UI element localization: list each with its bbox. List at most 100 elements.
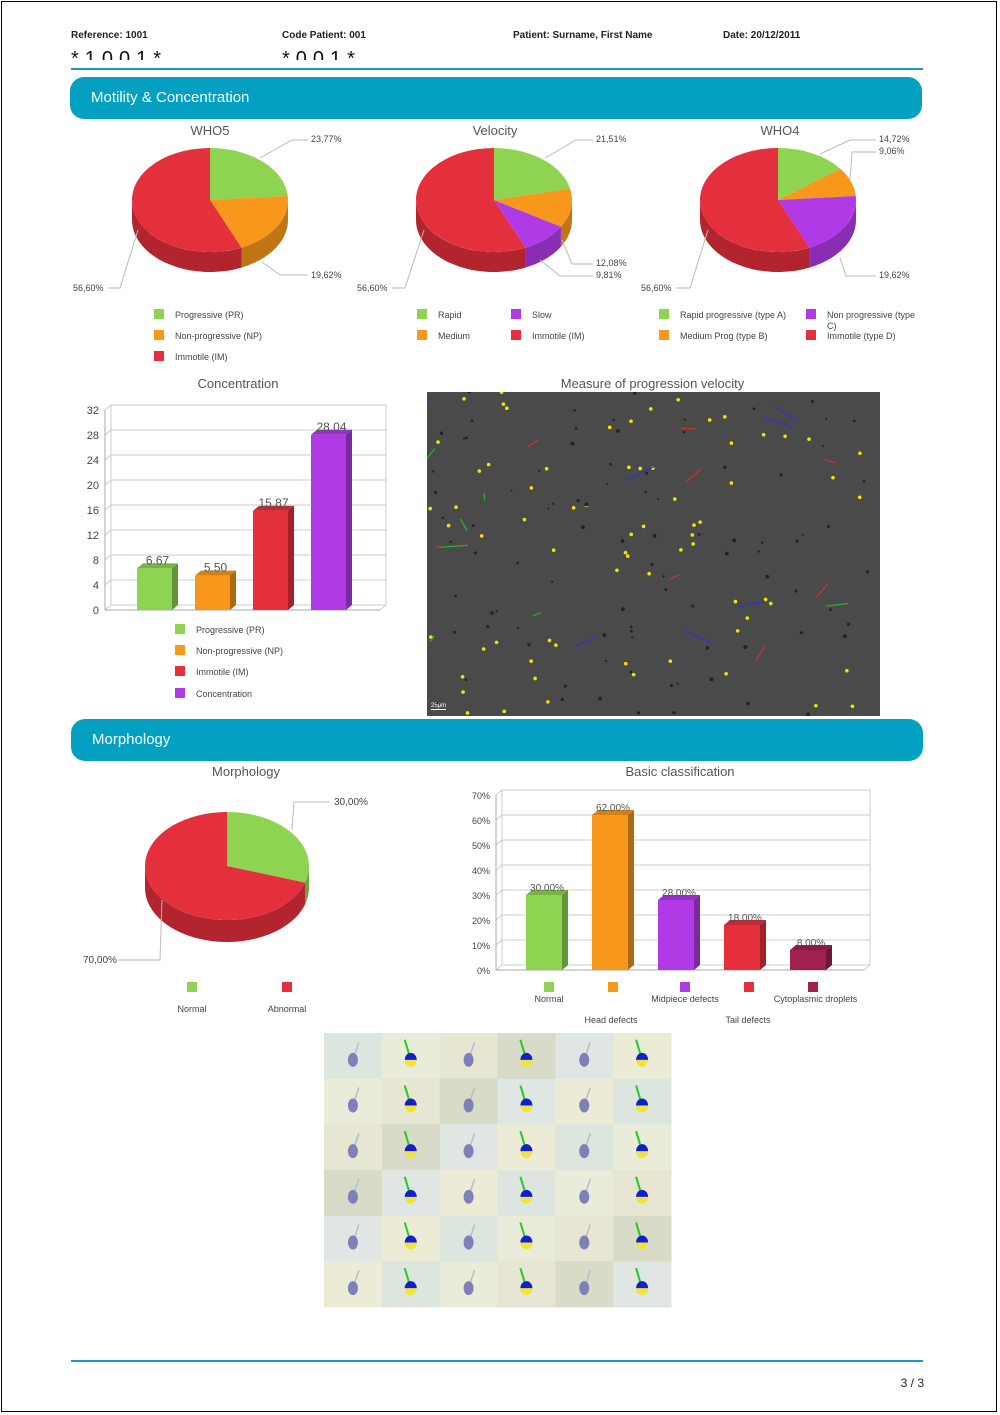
motion-track [737,600,765,608]
debris-dot [656,498,660,501]
cell-marker [529,659,533,663]
cell-marker [668,659,673,663]
debris-dot [765,574,770,579]
debris-dot [510,489,513,492]
sperm-acrosome [404,1144,417,1152]
conc-bar-side-3 [346,429,352,610]
page-number: 3 / 3 [900,1376,924,1390]
debris-dot [439,431,444,435]
debris-dot [865,570,870,574]
conc-bar-1 [195,575,230,610]
cell-marker [615,568,619,573]
debris-dot [527,643,531,647]
cell-marker [494,640,499,645]
debris-dot [616,429,620,433]
legend-swatch-slow [511,309,521,319]
cell-marker [692,523,696,527]
conc-bar-side-0 [172,563,178,610]
debris-dot [612,418,615,422]
legend-swatch-progressive [154,309,164,319]
conc-bar-label-0: 6.67 [146,553,170,567]
cell-marker [486,462,491,467]
class-bar-side-3 [760,920,766,970]
conc-gridline-depth [104,504,112,511]
sperm-acrosome [636,1144,649,1152]
cell-marker [729,441,734,445]
cell-marker [761,432,766,437]
cell-marker [533,676,537,681]
sperm-acrosome [636,1189,649,1197]
cell-marker [629,532,633,537]
debris-dot [604,659,608,663]
who5-value-nonprogressive: 19,62% [311,270,342,280]
motion-track [824,458,837,464]
debris-dot [691,604,695,608]
cell-marker [502,709,506,714]
cell-marker [735,629,740,633]
cell-marker [733,599,738,604]
class-legend-normal: Normal [534,994,564,1004]
debris-dot [826,525,830,529]
class-legend-swatch-midpiece [680,982,690,992]
legend-swatch-rapid [417,309,427,319]
class-bar-side-4 [826,945,832,970]
basic-classification-title: Basic classification [625,764,735,779]
sperm-head [463,1144,474,1159]
debris-dot [852,419,856,423]
sperm-acrosome [636,1235,649,1243]
debris-dot [631,636,634,639]
motion-track [815,583,829,599]
motion-track [427,448,436,460]
conc-ytick: 8 [93,555,99,567]
sperm-acrosome [520,1189,533,1197]
debris-dot [465,436,468,440]
class-gridline-depth [495,814,503,821]
class-gridline-depth [495,889,503,896]
sperm-head [463,1235,474,1250]
cell-marker [477,469,482,473]
section-motility-concentration: Motility & Concentration [70,77,922,119]
cell-marker [707,418,712,422]
velocity-title: Velocity [472,123,518,138]
conc-bar-2 [253,510,288,610]
debris-dot [584,502,589,507]
cell-marker [647,571,651,576]
debris-dot [779,473,783,477]
cell-marker [807,437,811,441]
sperm-head [463,1281,474,1296]
sperm-head [463,1052,474,1067]
motion-track [459,518,468,531]
motion-track [429,635,435,643]
debris-dot [573,409,576,412]
cell-marker [631,672,636,677]
motion-track [575,636,596,647]
class-bar-side-1 [628,810,634,970]
motion-track [427,398,434,401]
debris-dot [486,624,490,629]
class-bar-label-0: 30.00% [530,883,564,894]
cell-marker [625,554,630,558]
debris-dot [629,670,633,674]
sperm-head [579,1144,590,1159]
sperm-acrosome [636,1281,649,1289]
legend-type-b: Medium Prog (type B) [680,331,768,341]
micrograph-tracks [427,392,870,716]
motion-track [532,612,541,617]
sperm-acrosome [404,1189,417,1197]
cell-marker [505,406,509,411]
debris-dot [630,630,633,633]
conc-gridline-depth [104,554,112,561]
sperm-head [347,1144,358,1159]
class-bar-label-1: 62.00% [596,803,630,814]
motion-track [684,468,702,483]
legend-swatch-type-c [806,309,816,319]
class-bar-top-4 [790,945,832,950]
class-ytick: 70% [472,791,490,801]
debris-dot [652,533,657,538]
cell-marker [858,451,862,456]
sperm-head [579,1281,590,1296]
conc-legend-swatch-nonprogressive [175,645,185,655]
class-floor-edge [863,964,871,971]
motion-track [681,427,696,430]
debris-dot [602,633,607,637]
